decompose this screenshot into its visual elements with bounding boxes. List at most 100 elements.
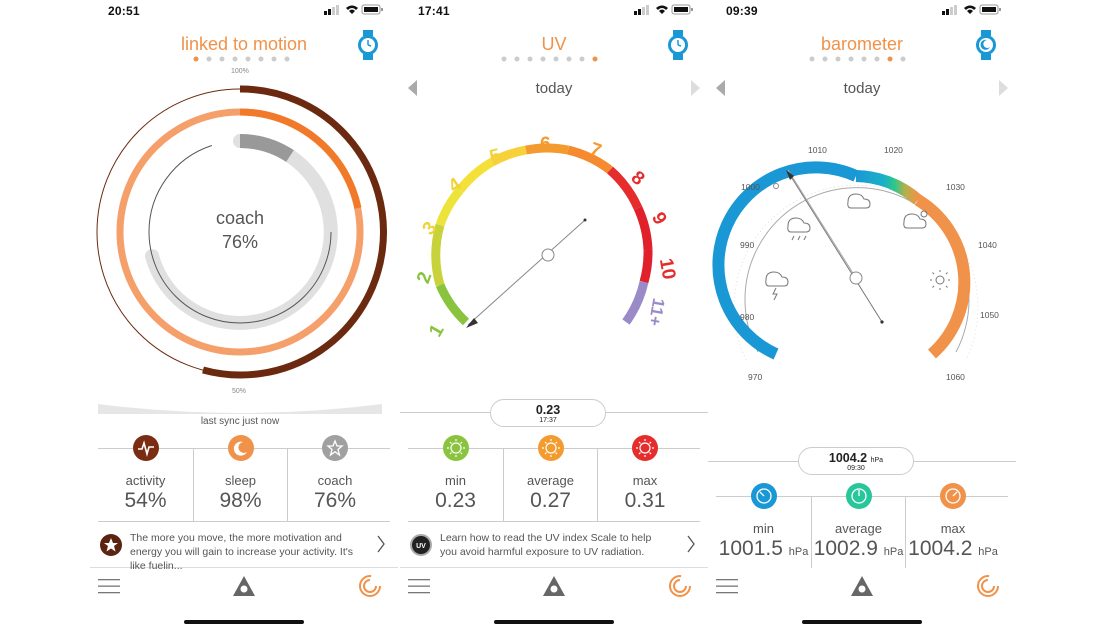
home-indicator [494, 620, 614, 624]
stat-average[interactable]: average 1002.9 hPa [812, 483, 905, 568]
tip-card[interactable]: The more you move, the more motivation a… [90, 522, 398, 572]
stat-activity[interactable]: activity 54% [98, 435, 193, 521]
screen-motion: 20:51 linked to motion 100% coach 76% 50… [90, 0, 398, 629]
tip-card[interactable]: UV Learn how to read the UV index Scale … [400, 522, 708, 568]
prev-day-button[interactable] [716, 80, 725, 96]
stat-label: min [753, 521, 774, 536]
center-value: 76% [221, 232, 259, 252]
barometer-scale-label: 1030 [946, 182, 965, 192]
tab-bar [708, 568, 1016, 608]
barometer-scale-label: 1050 [980, 310, 999, 320]
current-time: 09:30 [847, 465, 865, 472]
stat-label: min [445, 473, 466, 488]
gauge-icon [940, 483, 966, 509]
uv-gauge [431, 143, 653, 328]
stat-value: 54% [124, 489, 167, 512]
current-value: 0.23 [535, 403, 561, 417]
stat-min[interactable]: min 0.23 [408, 435, 503, 521]
triangle-home-icon[interactable] [850, 574, 874, 598]
page-title: barometer [820, 34, 904, 54]
activity-icon [132, 435, 159, 461]
star-badge-icon [100, 534, 122, 556]
home-indicator [184, 620, 304, 624]
sun-icon [442, 435, 469, 461]
sync-status: last sync just now [200, 416, 280, 427]
barometer-scale-label: 1020 [884, 145, 903, 155]
barometer-scale-label: 970 [748, 372, 763, 382]
rings-icon[interactable] [668, 574, 692, 598]
watch-icon[interactable] [356, 30, 380, 60]
next-day-button[interactable] [691, 80, 700, 96]
prev-day-button[interactable] [408, 80, 417, 96]
ring-top-label: 100% [231, 68, 249, 75]
stat-value: 1001.5 [718, 537, 783, 560]
progress-rings [96, 85, 387, 379]
center-label: coach [215, 208, 265, 228]
rings-icon[interactable] [976, 574, 1000, 598]
stat-label: average [527, 473, 574, 488]
moon-icon [227, 435, 254, 461]
status-time: 17:41 [418, 4, 450, 18]
menu-icon[interactable] [716, 578, 738, 594]
stat-unit: hPa [978, 546, 998, 558]
stat-value: 98% [219, 489, 262, 512]
uv-scale-label: 10 [654, 256, 680, 282]
status-time: 09:39 [726, 4, 758, 18]
svg-text:UV: UV [416, 543, 426, 550]
triangle-home-icon[interactable] [232, 574, 256, 598]
menu-icon[interactable] [408, 578, 430, 594]
page-dots [809, 56, 906, 62]
status-bar: 09:39 [708, 0, 1016, 22]
chevron-right-icon[interactable] [376, 534, 386, 554]
stat-value: 1002.9 [813, 537, 878, 560]
current-value: 1004.2 [828, 451, 868, 465]
home-indicator [802, 620, 922, 624]
barometer-scale-label: 1010 [808, 145, 827, 155]
stat-label: coach [317, 473, 353, 488]
stat-label: max [940, 521, 966, 536]
page-dots [193, 56, 290, 62]
stat-max[interactable]: max 1004.2 hPa [906, 483, 1000, 568]
stat-label: sleep [224, 473, 257, 488]
stat-average[interactable]: average 0.27 [504, 435, 597, 521]
day-label: today [535, 80, 573, 97]
watch-icon[interactable] [666, 30, 690, 60]
current-reading: 1004.2 hPa 09:30 [798, 447, 914, 475]
rings-icon[interactable] [358, 574, 382, 598]
gauge-icon [750, 483, 777, 509]
stat-value: 0.23 [435, 489, 476, 512]
stat-value: 76% [313, 489, 357, 512]
page-dots [501, 56, 598, 62]
day-label: today [843, 80, 881, 97]
barometer-scale-label: 990 [740, 240, 755, 250]
stat-max[interactable]: max 0.31 [598, 435, 692, 521]
stat-label: max [632, 473, 658, 488]
menu-icon[interactable] [98, 578, 120, 594]
status-icons [634, 4, 693, 15]
status-bar: 17:41 [400, 0, 708, 22]
gauge-icon [845, 483, 872, 509]
barometer-scale-label: 1060 [946, 372, 965, 382]
current-reading: 0.23 17:37 [490, 399, 606, 427]
day-navigator: today [708, 78, 1016, 100]
barometer-scale-label: 980 [740, 312, 755, 322]
watch-moon-icon[interactable] [974, 30, 998, 60]
day-navigator: today [400, 78, 708, 100]
sun-icon [632, 435, 658, 461]
page-title: UV [541, 34, 567, 54]
stats-row: min 1001.5 hPa average 1002.9 hPa max 10… [716, 483, 1008, 568]
barometer-scale-label: 1040 [978, 240, 997, 250]
stat-sleep[interactable]: sleep 98% [194, 435, 287, 521]
stats-row: min 0.23 average 0.27 max 0.31 [408, 435, 700, 522]
next-day-button[interactable] [999, 80, 1008, 96]
tip-text: Learn how to read the UV index Scale to … [440, 532, 652, 558]
sun-icon [537, 435, 564, 461]
chevron-right-icon[interactable] [686, 534, 696, 554]
stat-value: 0.27 [530, 489, 571, 512]
barometer-gauge [712, 161, 979, 361]
stat-coach[interactable]: coach 76% [288, 435, 382, 521]
stat-min[interactable]: min 1001.5 hPa [716, 483, 811, 568]
triangle-home-icon[interactable] [542, 574, 566, 598]
current-time: 17:37 [539, 417, 557, 424]
tip-text: The more you move, the more motivation a… [130, 532, 353, 572]
